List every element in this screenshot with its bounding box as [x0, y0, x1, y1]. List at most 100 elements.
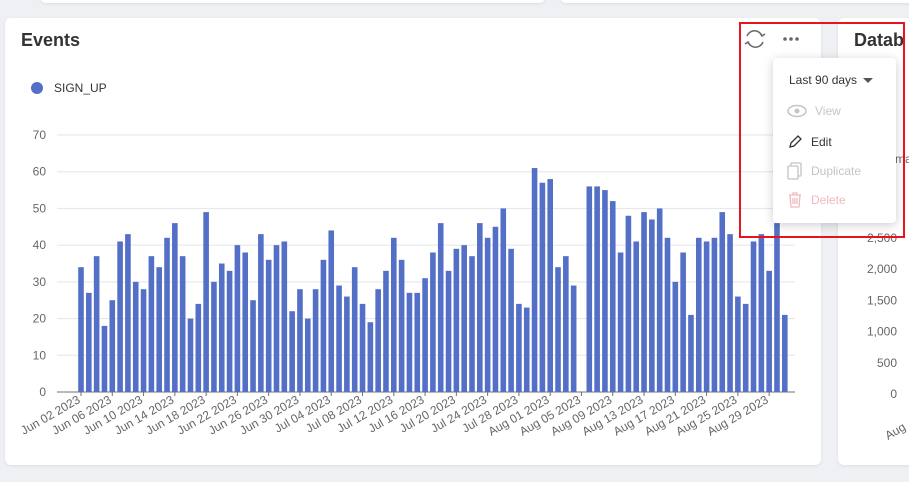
bar — [359, 303, 366, 392]
bar — [336, 285, 342, 392]
bar — [281, 241, 288, 392]
bar — [782, 314, 788, 392]
bar — [242, 252, 249, 392]
bar — [703, 241, 710, 392]
bar — [633, 241, 640, 392]
bar — [140, 289, 147, 392]
bar — [586, 186, 593, 392]
bar — [258, 234, 264, 392]
bar — [656, 208, 663, 392]
y-tick-label: 40 — [33, 238, 47, 252]
eye-icon — [787, 104, 807, 118]
menu-label: Delete — [811, 193, 846, 207]
refresh-icon[interactable] — [744, 30, 766, 48]
card-edge — [560, 0, 909, 3]
bar — [234, 245, 241, 392]
bar — [461, 245, 467, 392]
bar — [148, 256, 155, 392]
bar — [680, 252, 686, 392]
legend-swatch — [31, 82, 43, 94]
x-tick-label: Aug — [883, 420, 908, 443]
bar — [273, 245, 280, 392]
y-tick-label: 70 — [33, 128, 47, 142]
bar — [484, 237, 491, 392]
y-tick-label: 60 — [33, 165, 47, 179]
bar — [445, 270, 452, 392]
highlight-box — [739, 22, 905, 238]
bar — [179, 256, 186, 392]
legend-label: SIGN_UP — [54, 81, 107, 95]
bar — [492, 226, 499, 392]
bar — [156, 267, 162, 392]
menu-item: View — [787, 100, 887, 122]
bar — [516, 303, 522, 392]
y-tick-label: 50 — [33, 201, 47, 215]
bar — [367, 322, 374, 392]
bar — [609, 201, 616, 392]
y-tick-label: 10 — [33, 348, 47, 362]
bar — [602, 190, 608, 392]
bar — [453, 248, 460, 392]
card-edge — [40, 0, 545, 3]
menu-item[interactable]: Edit — [787, 131, 887, 153]
bar — [406, 292, 413, 392]
bar — [531, 168, 538, 392]
bar — [383, 270, 389, 392]
bar — [375, 289, 381, 392]
bar — [742, 303, 749, 392]
bar — [172, 223, 178, 392]
bar — [641, 212, 647, 392]
menu-item: Duplicate — [787, 160, 887, 182]
bar — [523, 307, 530, 392]
y-tick-label: 0 — [39, 385, 46, 399]
bar — [297, 289, 303, 392]
bar — [414, 292, 421, 392]
bar — [594, 186, 600, 392]
bar — [328, 230, 335, 392]
bar — [78, 267, 84, 392]
dropdown-menu: Last 90 days View Edit Duplicate Delete — [773, 58, 896, 223]
card-title: Datab — [854, 30, 905, 50]
bar — [218, 263, 225, 392]
menu-label[interactable]: Edit — [811, 135, 832, 149]
bar — [250, 300, 256, 392]
range-select[interactable]: Last 90 days — [789, 73, 858, 87]
bar — [617, 252, 624, 392]
bar — [203, 212, 209, 392]
bar — [688, 314, 694, 392]
more-icon[interactable] — [783, 37, 799, 41]
bar — [265, 259, 272, 392]
card-title: Events — [21, 30, 81, 50]
y-tick-label: 1,500 — [867, 293, 897, 307]
y-tick-label: 2,500 — [867, 231, 897, 245]
bar — [625, 215, 632, 392]
y-tick-label: 500 — [877, 356, 897, 370]
bar — [320, 259, 327, 392]
y-tick-label: 2,000 — [867, 262, 897, 276]
bar — [477, 223, 483, 392]
bar — [344, 296, 350, 392]
bar — [117, 241, 123, 392]
trash-icon — [789, 192, 801, 208]
bar — [508, 248, 514, 392]
bar — [500, 208, 507, 392]
bar — [351, 267, 358, 392]
bar — [547, 179, 553, 392]
bar — [664, 237, 671, 392]
bar — [304, 318, 311, 392]
bar — [555, 267, 561, 392]
bar — [398, 259, 405, 392]
bar — [437, 223, 444, 392]
bar — [132, 281, 139, 392]
bar — [101, 325, 108, 392]
bar — [727, 234, 733, 392]
bar — [649, 219, 655, 392]
bar — [422, 278, 428, 392]
bar — [570, 285, 577, 392]
bar — [226, 270, 233, 392]
bar — [563, 256, 569, 392]
bar — [539, 182, 546, 392]
duplicate-icon — [787, 162, 802, 180]
